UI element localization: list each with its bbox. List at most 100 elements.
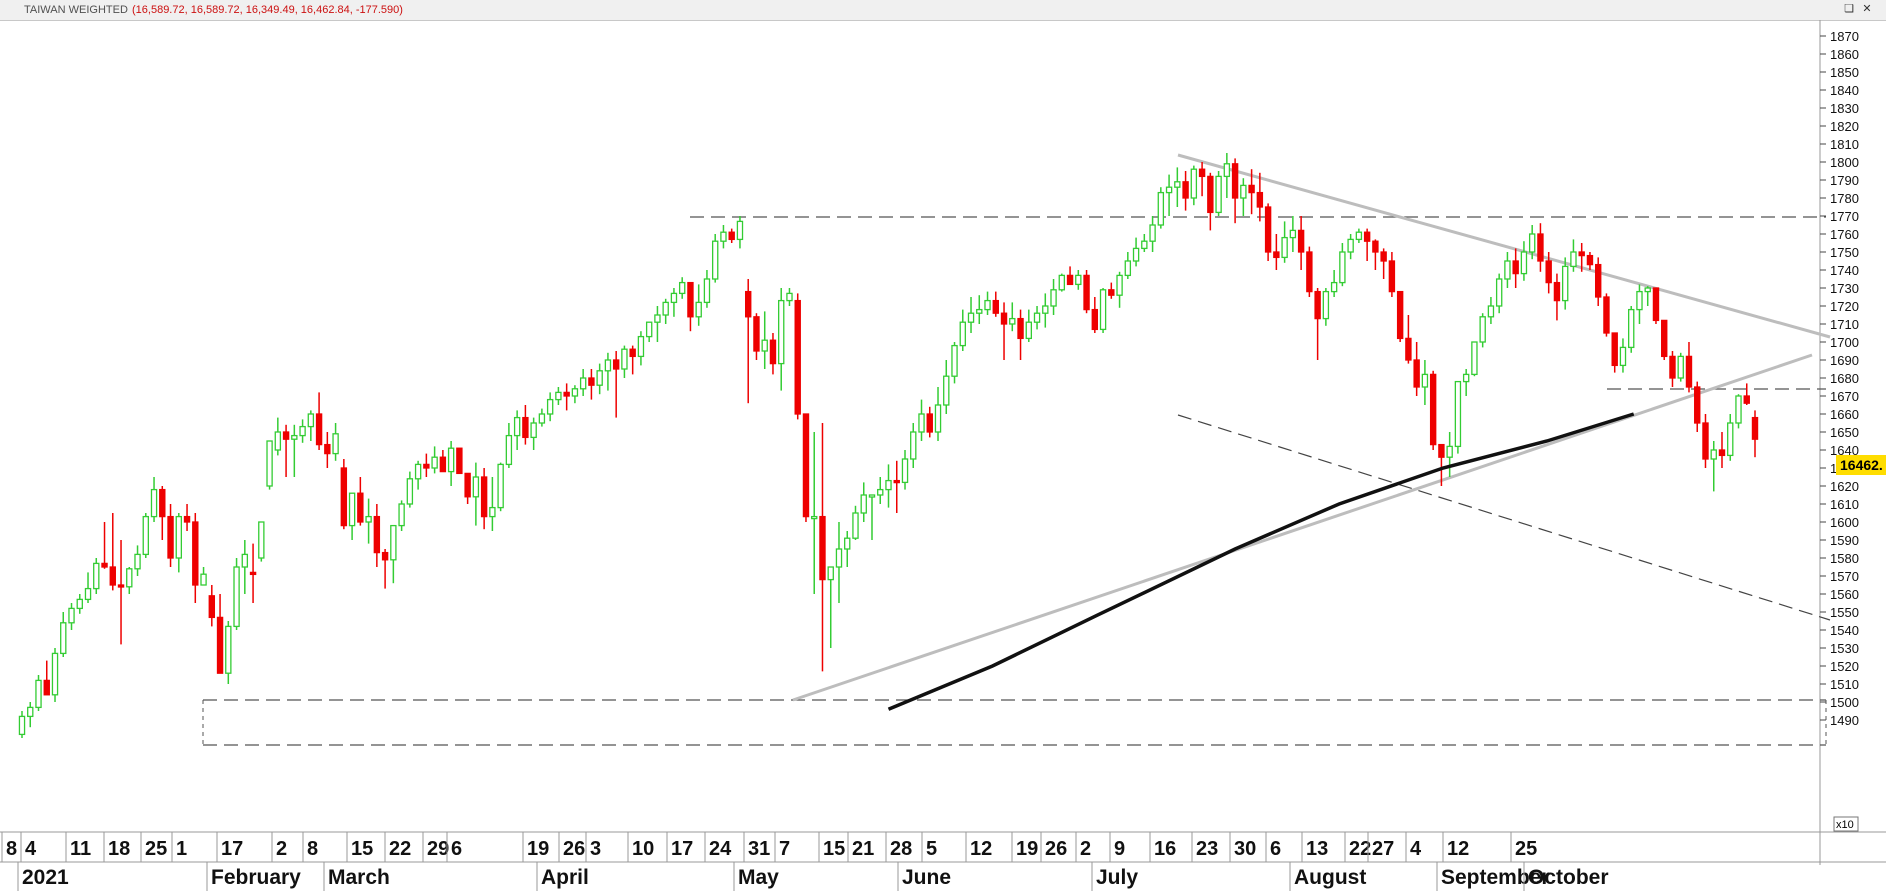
candle-up: [1174, 181, 1181, 188]
y-scale-box: [1833, 816, 1859, 832]
month-label: April: [541, 866, 589, 889]
candle-down: [192, 521, 199, 586]
y-tick-label: 1700: [1830, 335, 1859, 350]
candle-down: [315, 413, 323, 446]
candle-up: [497, 463, 504, 509]
candle-up: [60, 622, 67, 655]
candle-up: [27, 706, 34, 718]
candle-up: [1116, 274, 1123, 296]
candle-up: [778, 299, 785, 365]
moving-average-line: [887, 412, 1635, 711]
candle-down: [1207, 175, 1214, 214]
x-tick-label: 13: [1306, 838, 1328, 860]
x-tick-label: 4: [25, 838, 37, 860]
candle-up: [901, 458, 909, 484]
x-tick-label: 26: [1045, 838, 1067, 860]
y-tick-label: 1740: [1830, 263, 1859, 278]
x-tick-label: 17: [221, 838, 243, 860]
candle-up: [1619, 346, 1627, 367]
candle-up: [1132, 247, 1140, 262]
candle-down: [381, 551, 389, 561]
candle-down: [522, 416, 529, 439]
candle-down: [109, 566, 116, 586]
candle-up: [1727, 422, 1734, 457]
candle-up: [225, 625, 232, 674]
y-tick-label: 1500: [1830, 695, 1859, 710]
x-tick-label: 22: [389, 838, 411, 860]
candle-up: [1495, 278, 1503, 307]
candle-down: [340, 467, 348, 527]
candle-up: [1033, 312, 1041, 323]
candle-down: [1363, 231, 1371, 242]
candle-up: [68, 607, 75, 624]
candle-up: [579, 377, 587, 390]
candle-up: [513, 416, 521, 437]
dashed-channel-line: [1177, 414, 1831, 621]
candle-down: [1182, 181, 1189, 199]
candle-down: [588, 377, 595, 386]
candle-down: [1264, 206, 1272, 253]
restore-window-icon[interactable]: ❏: [1844, 3, 1854, 15]
candle-down: [249, 571, 257, 576]
y-tick-label: 1540: [1830, 623, 1859, 638]
y-tick-label: 1750: [1830, 245, 1859, 260]
candle-down: [1685, 355, 1693, 388]
y-tick-label: 1790: [1830, 173, 1859, 188]
candle-up: [811, 515, 818, 520]
candle-up: [736, 220, 744, 241]
candle-up: [703, 278, 711, 304]
candle-up: [571, 388, 579, 397]
candle-up: [654, 314, 661, 323]
candles-group: [18, 153, 1759, 738]
candle-down: [802, 413, 810, 518]
x-tick-label: 1: [176, 838, 187, 860]
candle-up: [1454, 380, 1462, 448]
month-label: March: [328, 866, 390, 889]
candle-up: [274, 431, 282, 451]
candle-down: [1652, 287, 1660, 322]
y-tick-label: 1580: [1830, 551, 1859, 566]
candle-up: [150, 488, 158, 518]
rising-trendline: [792, 353, 1813, 702]
x-tick-label: 6: [451, 838, 462, 860]
x-tick-label: 19: [527, 838, 549, 860]
x-tick-label: 18: [108, 838, 130, 860]
close-window-icon[interactable]: ✕: [1862, 3, 1872, 15]
moving-average-group: [887, 412, 1635, 711]
candle-up: [1124, 260, 1132, 277]
candle-up: [1215, 175, 1222, 214]
x-tick-label: 15: [823, 838, 845, 860]
x-tick-label: 21: [852, 838, 874, 860]
candle-up: [604, 359, 612, 372]
candle-down: [1091, 308, 1099, 331]
candle-down: [563, 391, 570, 397]
candle-up: [332, 433, 339, 455]
candle-down: [1694, 386, 1701, 424]
candle-down: [439, 456, 447, 473]
candle-down: [1108, 289, 1115, 296]
y-tick-label: 1530: [1830, 641, 1859, 656]
candle-up: [1289, 229, 1297, 239]
candle-up: [126, 568, 133, 588]
candle-up: [1025, 321, 1032, 340]
candle-up: [852, 512, 859, 539]
y-tick-label: 1600: [1830, 515, 1859, 530]
candle-up: [662, 301, 669, 316]
candle-up: [1355, 231, 1363, 241]
y-tick-label: 1840: [1830, 83, 1859, 98]
candle-down: [1380, 251, 1387, 262]
y-tick-label: 1690: [1830, 353, 1859, 368]
candle-down: [926, 413, 933, 433]
candle-down: [1586, 254, 1594, 266]
candle-up: [175, 515, 183, 559]
candle-up: [291, 434, 298, 440]
candle-down: [687, 281, 694, 318]
y-tick-label: 1640: [1830, 443, 1859, 458]
x-tick-label: 6: [1270, 838, 1281, 860]
candle-up: [596, 370, 603, 386]
candle-up: [844, 537, 851, 550]
candle-up: [266, 440, 273, 487]
candle-up: [645, 321, 653, 338]
candle-down: [1083, 274, 1090, 311]
